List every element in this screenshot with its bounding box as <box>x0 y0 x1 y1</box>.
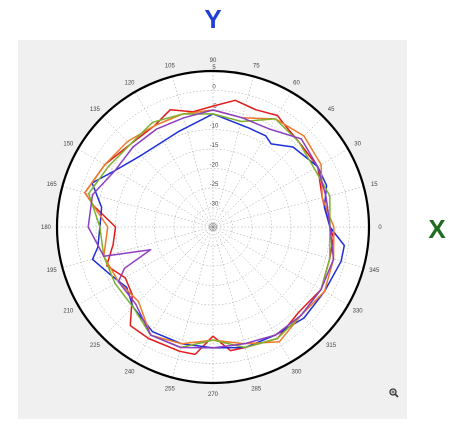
angle-tick-labels: 0 15 30 45 60 75 90 105 120 135 150 165 180 195 210 225… <box>41 58 382 398</box>
radial-tick-labels: 5 0 -5 -10 -15 -20 -25 -30 <box>210 65 219 208</box>
angle-grid-line <box>172 226 214 378</box>
angle-tick-label: 210 <box>63 309 74 315</box>
angle-tick-label: 135 <box>90 107 101 113</box>
angle-grid-line <box>212 226 324 338</box>
radial-tick-label: 5 <box>212 65 216 71</box>
angle-grid-line <box>212 76 254 228</box>
angle-tick-label: 270 <box>208 392 219 398</box>
angle-grid-line <box>62 186 214 228</box>
angle-grid-line <box>77 148 214 228</box>
radial-grid-ring <box>173 187 253 267</box>
angle-tick-label: 285 <box>251 386 262 392</box>
angle-tick-label: 180 <box>41 225 52 231</box>
angle-grid-line <box>212 226 349 306</box>
angle-tick-label: 120 <box>124 80 135 86</box>
radial-tick-label: -30 <box>210 202 219 208</box>
series-line-4 <box>87 113 331 349</box>
center-ring <box>211 225 215 229</box>
angle-grid-line <box>134 226 214 363</box>
zoom-magnifier-icon[interactable] <box>389 388 399 398</box>
angle-tick-label: 240 <box>124 370 135 376</box>
angle-tick-label: 60 <box>293 80 300 86</box>
angle-tick-label: 255 <box>165 386 176 392</box>
series-line-5 <box>87 109 335 349</box>
angle-tick-label: 105 <box>165 64 176 70</box>
outer-ring <box>55 69 371 385</box>
y-axis-letter: Y <box>204 4 221 34</box>
radial-grid-ring <box>193 207 233 247</box>
angle-tick-label: 195 <box>47 268 58 274</box>
series-lines <box>84 99 346 356</box>
center-ring <box>209 223 217 231</box>
x-axis-letter: X <box>428 214 446 244</box>
radial-tick-label: -5 <box>211 104 217 110</box>
radial-tick-label: 0 <box>212 85 216 91</box>
angle-grid-line <box>212 91 292 228</box>
center-ring <box>210 224 216 230</box>
angle-tick-label: 0 <box>378 225 382 231</box>
angle-tick-label: 330 <box>353 309 364 315</box>
radial-grid-ring <box>76 90 350 364</box>
angle-tick-label: 345 <box>369 268 380 274</box>
angle-tick-label: 15 <box>371 182 378 188</box>
radial-tick-label: -10 <box>210 124 219 130</box>
angle-tick-label: 315 <box>326 343 337 349</box>
polar-grid <box>55 69 371 385</box>
radial-tick-label: -15 <box>210 143 219 149</box>
angle-tick-label: 75 <box>253 64 260 70</box>
angle-tick-label: 150 <box>63 142 74 148</box>
angle-grid-line <box>172 76 214 228</box>
angle-tick-label: 300 <box>291 370 302 376</box>
angle-grid-line <box>212 226 364 268</box>
angle-tick-label: 165 <box>47 182 58 188</box>
radial-grid-ring <box>134 148 292 306</box>
angle-tick-label: 45 <box>328 107 335 113</box>
angle-grid-line <box>212 186 364 228</box>
angle-tick-label: 30 <box>354 142 361 148</box>
radial-tick-label: -20 <box>210 163 219 169</box>
radial-grid-ring <box>154 168 272 286</box>
angle-tick-label: 90 <box>210 58 217 64</box>
angle-tick-label: 225 <box>90 343 101 349</box>
radial-tick-label: -25 <box>210 182 219 188</box>
